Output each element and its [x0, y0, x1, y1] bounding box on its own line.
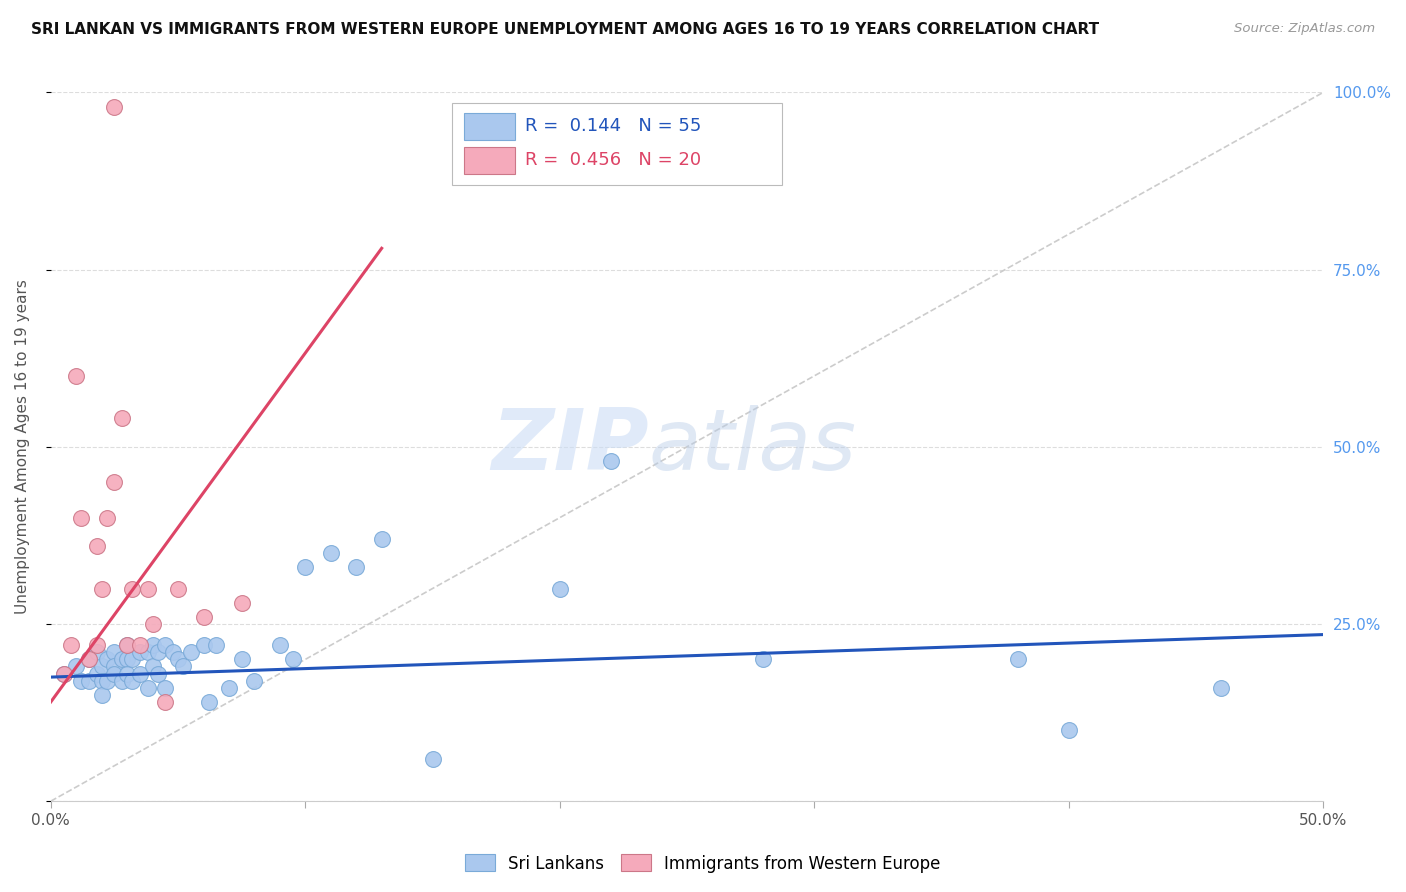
Point: [1057, 723, 1080, 738]
Point: [77, 652, 100, 666]
Point: [319, 546, 342, 560]
Point: [218, 681, 240, 695]
Point: [129, 645, 152, 659]
Point: [111, 652, 134, 666]
Point: [86, 666, 108, 681]
Point: [422, 751, 444, 765]
Point: [167, 582, 190, 596]
Point: [172, 659, 194, 673]
Point: [96, 652, 118, 666]
Point: [136, 681, 159, 695]
Point: [86, 638, 108, 652]
Point: [115, 638, 138, 652]
Point: [155, 638, 177, 652]
Text: R =  0.144   N = 55: R = 0.144 N = 55: [526, 118, 702, 136]
Point: [77, 673, 100, 688]
Text: Source: ZipAtlas.com: Source: ZipAtlas.com: [1234, 22, 1375, 36]
Point: [281, 652, 304, 666]
Point: [121, 652, 143, 666]
Text: ZIP: ZIP: [491, 405, 650, 488]
Point: [70, 673, 93, 688]
Point: [70, 510, 93, 524]
Point: [167, 652, 190, 666]
Point: [90, 688, 112, 702]
Point: [269, 638, 291, 652]
Point: [129, 638, 152, 652]
Point: [162, 645, 184, 659]
Point: [155, 695, 177, 709]
Legend: Sri Lankans, Immigrants from Western Europe: Sri Lankans, Immigrants from Western Eur…: [458, 847, 948, 880]
Point: [1007, 652, 1029, 666]
Point: [115, 652, 138, 666]
Point: [121, 582, 143, 596]
Point: [103, 659, 125, 673]
Point: [103, 475, 125, 490]
Point: [111, 411, 134, 425]
Point: [231, 596, 253, 610]
Point: [136, 582, 159, 596]
Point: [129, 666, 152, 681]
Point: [86, 645, 108, 659]
Point: [146, 666, 169, 681]
Point: [548, 582, 571, 596]
Point: [90, 673, 112, 688]
Point: [243, 673, 266, 688]
Point: [752, 652, 775, 666]
Point: [90, 659, 112, 673]
Point: [103, 666, 125, 681]
Point: [103, 645, 125, 659]
Point: [115, 638, 138, 652]
Point: [599, 454, 621, 468]
Point: [155, 681, 177, 695]
Point: [60, 638, 83, 652]
Point: [96, 510, 118, 524]
Point: [142, 659, 165, 673]
Text: SRI LANKAN VS IMMIGRANTS FROM WESTERN EUROPE UNEMPLOYMENT AMONG AGES 16 TO 19 YE: SRI LANKAN VS IMMIGRANTS FROM WESTERN EU…: [31, 22, 1099, 37]
Point: [111, 673, 134, 688]
Point: [180, 645, 202, 659]
Point: [96, 673, 118, 688]
Point: [136, 645, 159, 659]
Y-axis label: Unemployment Among Ages 16 to 19 years: Unemployment Among Ages 16 to 19 years: [15, 279, 30, 615]
Point: [1211, 681, 1233, 695]
Point: [86, 539, 108, 553]
Point: [115, 666, 138, 681]
Point: [77, 652, 100, 666]
FancyBboxPatch shape: [464, 147, 515, 174]
Point: [52, 666, 75, 681]
Point: [146, 645, 169, 659]
Point: [121, 673, 143, 688]
Text: R =  0.456   N = 20: R = 0.456 N = 20: [526, 152, 702, 169]
Point: [205, 638, 228, 652]
Text: atlas: atlas: [650, 405, 856, 488]
Point: [370, 532, 392, 546]
Point: [193, 610, 215, 624]
Point: [142, 616, 165, 631]
FancyBboxPatch shape: [451, 103, 783, 185]
Point: [65, 659, 87, 673]
Point: [142, 638, 165, 652]
FancyBboxPatch shape: [464, 113, 515, 140]
Point: [344, 560, 367, 574]
Point: [52, 666, 75, 681]
Point: [231, 652, 253, 666]
Point: [294, 560, 316, 574]
Point: [197, 695, 219, 709]
Point: [90, 582, 112, 596]
Point: [193, 638, 215, 652]
Point: [103, 99, 125, 113]
Point: [65, 368, 87, 383]
